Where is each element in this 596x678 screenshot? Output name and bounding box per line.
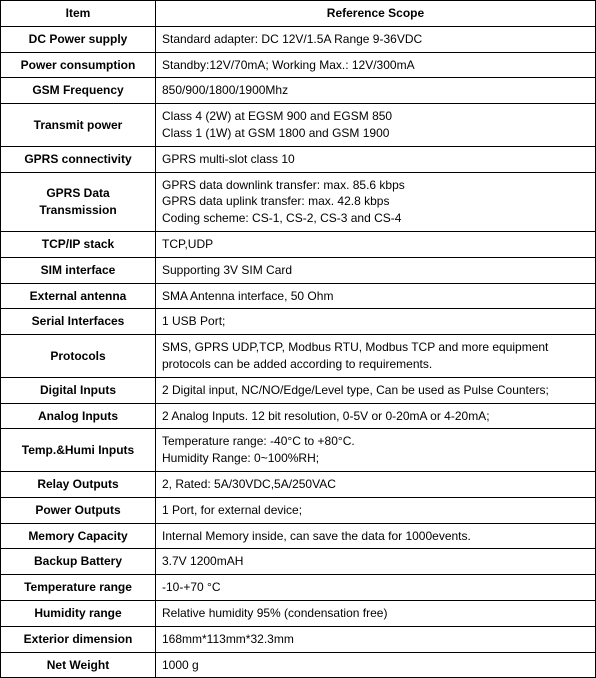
header-scope: Reference Scope	[156, 1, 596, 27]
row-label: Humidity range	[1, 600, 156, 626]
row-label: Protocols	[1, 335, 156, 378]
row-value: Internal Memory inside, can save the dat…	[156, 523, 596, 549]
row-label: Power consumption	[1, 52, 156, 78]
row-value: Temperature range: -40°C to +80°C.Humidi…	[156, 429, 596, 472]
row-label: Serial Interfaces	[1, 309, 156, 335]
table-row: GSM Frequency850/900/1800/1900Mhz	[1, 78, 596, 104]
row-value: GPRS data downlink transfer: max. 85.6 k…	[156, 172, 596, 231]
row-label: Digital Inputs	[1, 377, 156, 403]
table-row: GPRS connectivityGPRS multi-slot class 1…	[1, 146, 596, 172]
table-row: Digital Inputs2 Digital input, NC/NO/Edg…	[1, 377, 596, 403]
table-row: Temperature range-10-+70 °C	[1, 575, 596, 601]
row-value: 168mm*113mm*32.3mm	[156, 626, 596, 652]
table-row: Exterior dimension168mm*113mm*32.3mm	[1, 626, 596, 652]
row-label: SIM interface	[1, 257, 156, 283]
row-value: 3.7V 1200mAH	[156, 549, 596, 575]
table-row: GPRS Data TransmissionGPRS data downlink…	[1, 172, 596, 231]
row-label: Temperature range	[1, 575, 156, 601]
row-label: Temp.&Humi Inputs	[1, 429, 156, 472]
row-value: Class 4 (2W) at EGSM 900 and EGSM 850Cla…	[156, 104, 596, 147]
spec-table-body: DC Power supplyStandard adapter: DC 12V/…	[1, 26, 596, 678]
row-label: Analog Inputs	[1, 403, 156, 429]
row-label: Exterior dimension	[1, 626, 156, 652]
row-label: Net Weight	[1, 652, 156, 678]
row-value: Supporting 3V SIM Card	[156, 257, 596, 283]
row-label: Power Outputs	[1, 497, 156, 523]
row-label: TCP/IP stack	[1, 231, 156, 257]
row-label: GSM Frequency	[1, 78, 156, 104]
row-label: External antenna	[1, 283, 156, 309]
row-value: Relative humidity 95% (condensation free…	[156, 600, 596, 626]
row-value: SMA Antenna interface, 50 Ohm	[156, 283, 596, 309]
table-row: Temp.&Humi InputsTemperature range: -40°…	[1, 429, 596, 472]
table-row: Humidity rangeRelative humidity 95% (con…	[1, 600, 596, 626]
row-value: 2, Rated: 5A/30VDC,5A/250VAC	[156, 471, 596, 497]
row-value: GPRS multi-slot class 10	[156, 146, 596, 172]
row-value: SMS, GPRS UDP,TCP, Modbus RTU, Modbus TC…	[156, 335, 596, 378]
row-label: GPRS connectivity	[1, 146, 156, 172]
row-label: Transmit power	[1, 104, 156, 147]
row-value: 1 USB Port;	[156, 309, 596, 335]
table-row: Power consumptionStandby:12V/70mA; Worki…	[1, 52, 596, 78]
table-row: Memory CapacityInternal Memory inside, c…	[1, 523, 596, 549]
row-label: Memory Capacity	[1, 523, 156, 549]
row-value: 1 Port, for external device;	[156, 497, 596, 523]
table-row: Relay Outputs2, Rated: 5A/30VDC,5A/250VA…	[1, 471, 596, 497]
row-value: Standby:12V/70mA; Working Max.: 12V/300m…	[156, 52, 596, 78]
row-label: Backup Battery	[1, 549, 156, 575]
row-value: 850/900/1800/1900Mhz	[156, 78, 596, 104]
table-row: Power Outputs1 Port, for external device…	[1, 497, 596, 523]
row-label: Relay Outputs	[1, 471, 156, 497]
row-value: 2 Analog Inputs. 12 bit resolution, 0-5V…	[156, 403, 596, 429]
row-value: 1000 g	[156, 652, 596, 678]
spec-table: Item Reference Scope DC Power supplyStan…	[0, 0, 596, 678]
row-value: TCP,UDP	[156, 231, 596, 257]
table-row: External antennaSMA Antenna interface, 5…	[1, 283, 596, 309]
row-label: DC Power supply	[1, 26, 156, 52]
table-row: Net Weight1000 g	[1, 652, 596, 678]
table-row: DC Power supplyStandard adapter: DC 12V/…	[1, 26, 596, 52]
table-row: SIM interfaceSupporting 3V SIM Card	[1, 257, 596, 283]
table-row: TCP/IP stackTCP,UDP	[1, 231, 596, 257]
row-value: 2 Digital input, NC/NO/Edge/Level type, …	[156, 377, 596, 403]
header-item: Item	[1, 1, 156, 27]
table-row: Backup Battery3.7V 1200mAH	[1, 549, 596, 575]
table-row: ProtocolsSMS, GPRS UDP,TCP, Modbus RTU, …	[1, 335, 596, 378]
row-value: -10-+70 °C	[156, 575, 596, 601]
table-row: Analog Inputs2 Analog Inputs. 12 bit res…	[1, 403, 596, 429]
table-header-row: Item Reference Scope	[1, 1, 596, 27]
row-label: GPRS Data Transmission	[1, 172, 156, 231]
table-row: Transmit powerClass 4 (2W) at EGSM 900 a…	[1, 104, 596, 147]
row-value: Standard adapter: DC 12V/1.5A Range 9-36…	[156, 26, 596, 52]
table-row: Serial Interfaces1 USB Port;	[1, 309, 596, 335]
